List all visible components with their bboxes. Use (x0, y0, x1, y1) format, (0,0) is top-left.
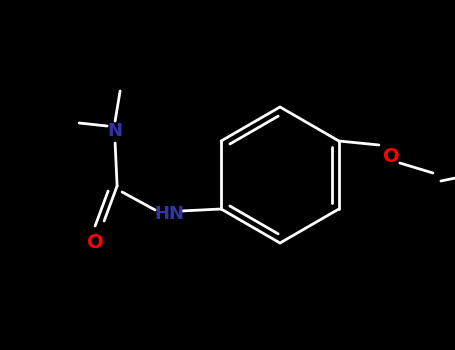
Text: N: N (108, 122, 122, 140)
Text: HN: HN (154, 205, 184, 223)
Text: O: O (383, 147, 399, 167)
Text: O: O (87, 233, 103, 252)
